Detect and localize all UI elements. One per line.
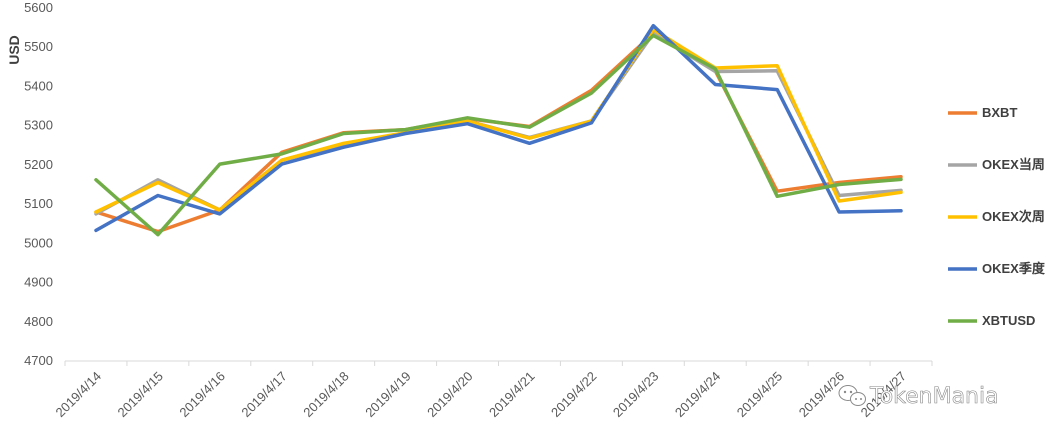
x-tick-label: 2019/4/15 [115, 369, 167, 421]
y-tick-label: 4900 [24, 275, 53, 290]
x-axis: 2019/4/14 2019/4/15 2019/4/16 2019/4/17 2019… [53, 360, 933, 421]
watermark-text: TokenMania [869, 384, 999, 409]
series-layer [94, 23, 903, 237]
y-tick-label: 5500 [24, 39, 53, 54]
series-line-XBTUSD [94, 33, 903, 237]
series-line-OKEX次周 [94, 27, 903, 214]
legend-label: BXBT [982, 105, 1017, 120]
y-tick-label: 5400 [24, 78, 53, 93]
x-tick-label: 2019/4/17 [238, 369, 290, 421]
y-tick-label: 5300 [24, 118, 53, 133]
x-tick-label: 2019/4/21 [486, 369, 538, 421]
legend-label: OKEX次周 [982, 209, 1045, 224]
x-tick-label: 2019/4/24 [672, 369, 724, 421]
y-tick-label: 5600 [24, 0, 53, 15]
x-tick-label: 2019/4/14 [53, 369, 105, 421]
y-tick-label: 5100 [24, 196, 53, 211]
legend-label: XBTUSD [982, 313, 1035, 328]
legend: BXBT OKEX当周 OKEX次周 OKEX季度 XBTUSD [948, 105, 1046, 328]
x-tick-label: 2019/4/19 [362, 369, 414, 421]
y-axis-label: USD [6, 35, 22, 65]
watermark: TokenMania [838, 384, 999, 409]
x-tick-label: 2019/4/18 [300, 369, 352, 421]
y-tick-label: 5000 [24, 235, 53, 250]
x-tick-label: 2019/4/22 [548, 369, 600, 421]
x-tick-label: 2019/4/23 [610, 369, 662, 421]
y-tick-label: 4800 [24, 314, 53, 329]
wechat-icon [838, 385, 866, 406]
y-tick-label: 4700 [24, 353, 53, 368]
series-line-OKEX季度 [94, 23, 903, 233]
x-tick-label: 2019/4/25 [734, 369, 786, 421]
y-tick-label: 5200 [24, 157, 53, 172]
y-axis: 4700 4800 4900 5000 5100 5200 5300 5400 5500 5600 [24, 0, 53, 368]
x-tick-label: 2019/4/16 [176, 369, 228, 421]
legend-label: OKEX季度 [982, 261, 1046, 276]
legend-label: OKEX当周 [982, 157, 1045, 172]
x-tick-label: 2019/4/20 [424, 369, 476, 421]
